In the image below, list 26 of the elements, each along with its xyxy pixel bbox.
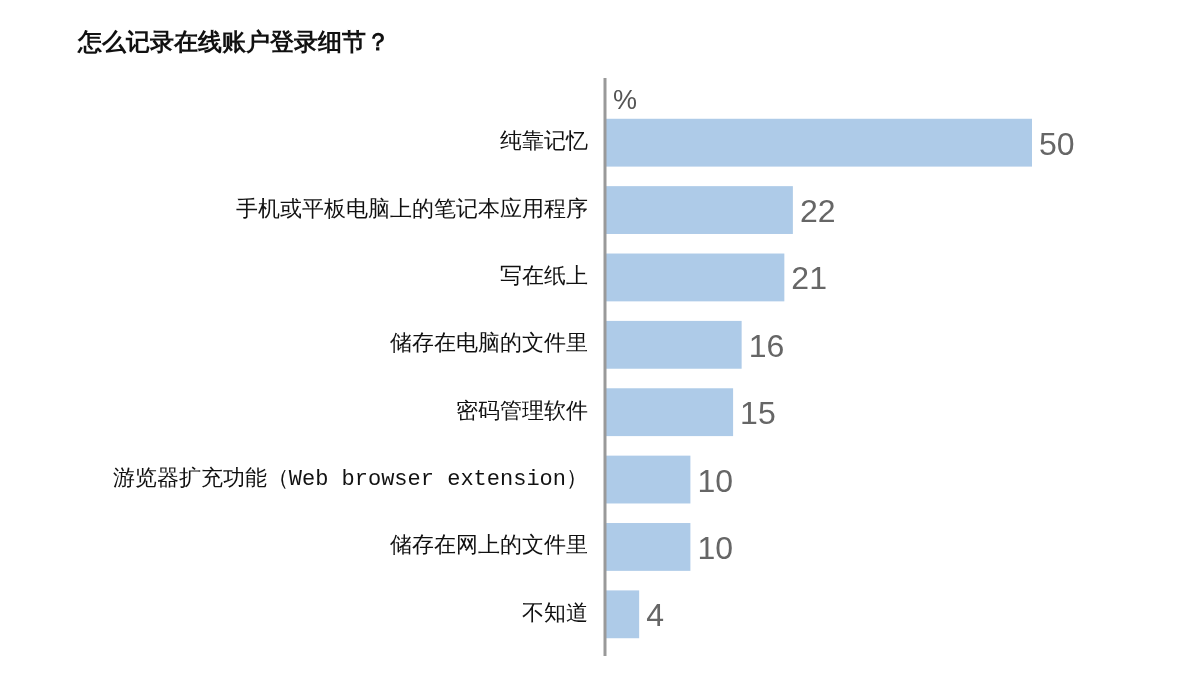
data-label: 50: [1039, 125, 1075, 162]
bar: [605, 388, 734, 437]
data-label: 10: [697, 529, 733, 566]
y-tick-label: 手机或平板电脑上的笔记本应用程序: [236, 196, 588, 223]
bar: [605, 118, 1032, 167]
data-label: 10: [697, 462, 733, 499]
y-tick-label: 写在纸上: [500, 263, 588, 290]
x-axis-title: %: [613, 85, 638, 115]
data-label: 4: [646, 597, 664, 634]
data-label: 15: [740, 395, 776, 432]
y-tick-label: 纯靠记忆: [500, 130, 588, 156]
bar: [605, 455, 691, 504]
y-tick-label: 储存在电脑的文件里: [390, 331, 588, 358]
y-tick-label: 游览器扩充功能（Web browser extension）: [112, 466, 588, 493]
bar: [605, 253, 785, 302]
data-label: 21: [791, 260, 827, 297]
text: 怎么记录在线账户登录细节？: [77, 28, 390, 56]
y-tick-label: 密码管理软件: [456, 398, 588, 425]
data-label: 22: [799, 193, 836, 230]
bar: [605, 320, 742, 369]
bar: [605, 590, 640, 639]
bar: [605, 523, 691, 571]
y-tick-label: 储存在网上的文件里: [390, 533, 588, 560]
y-tick-label: 不知道: [522, 601, 588, 627]
data-label: 16: [748, 327, 785, 364]
bar: [605, 186, 793, 234]
